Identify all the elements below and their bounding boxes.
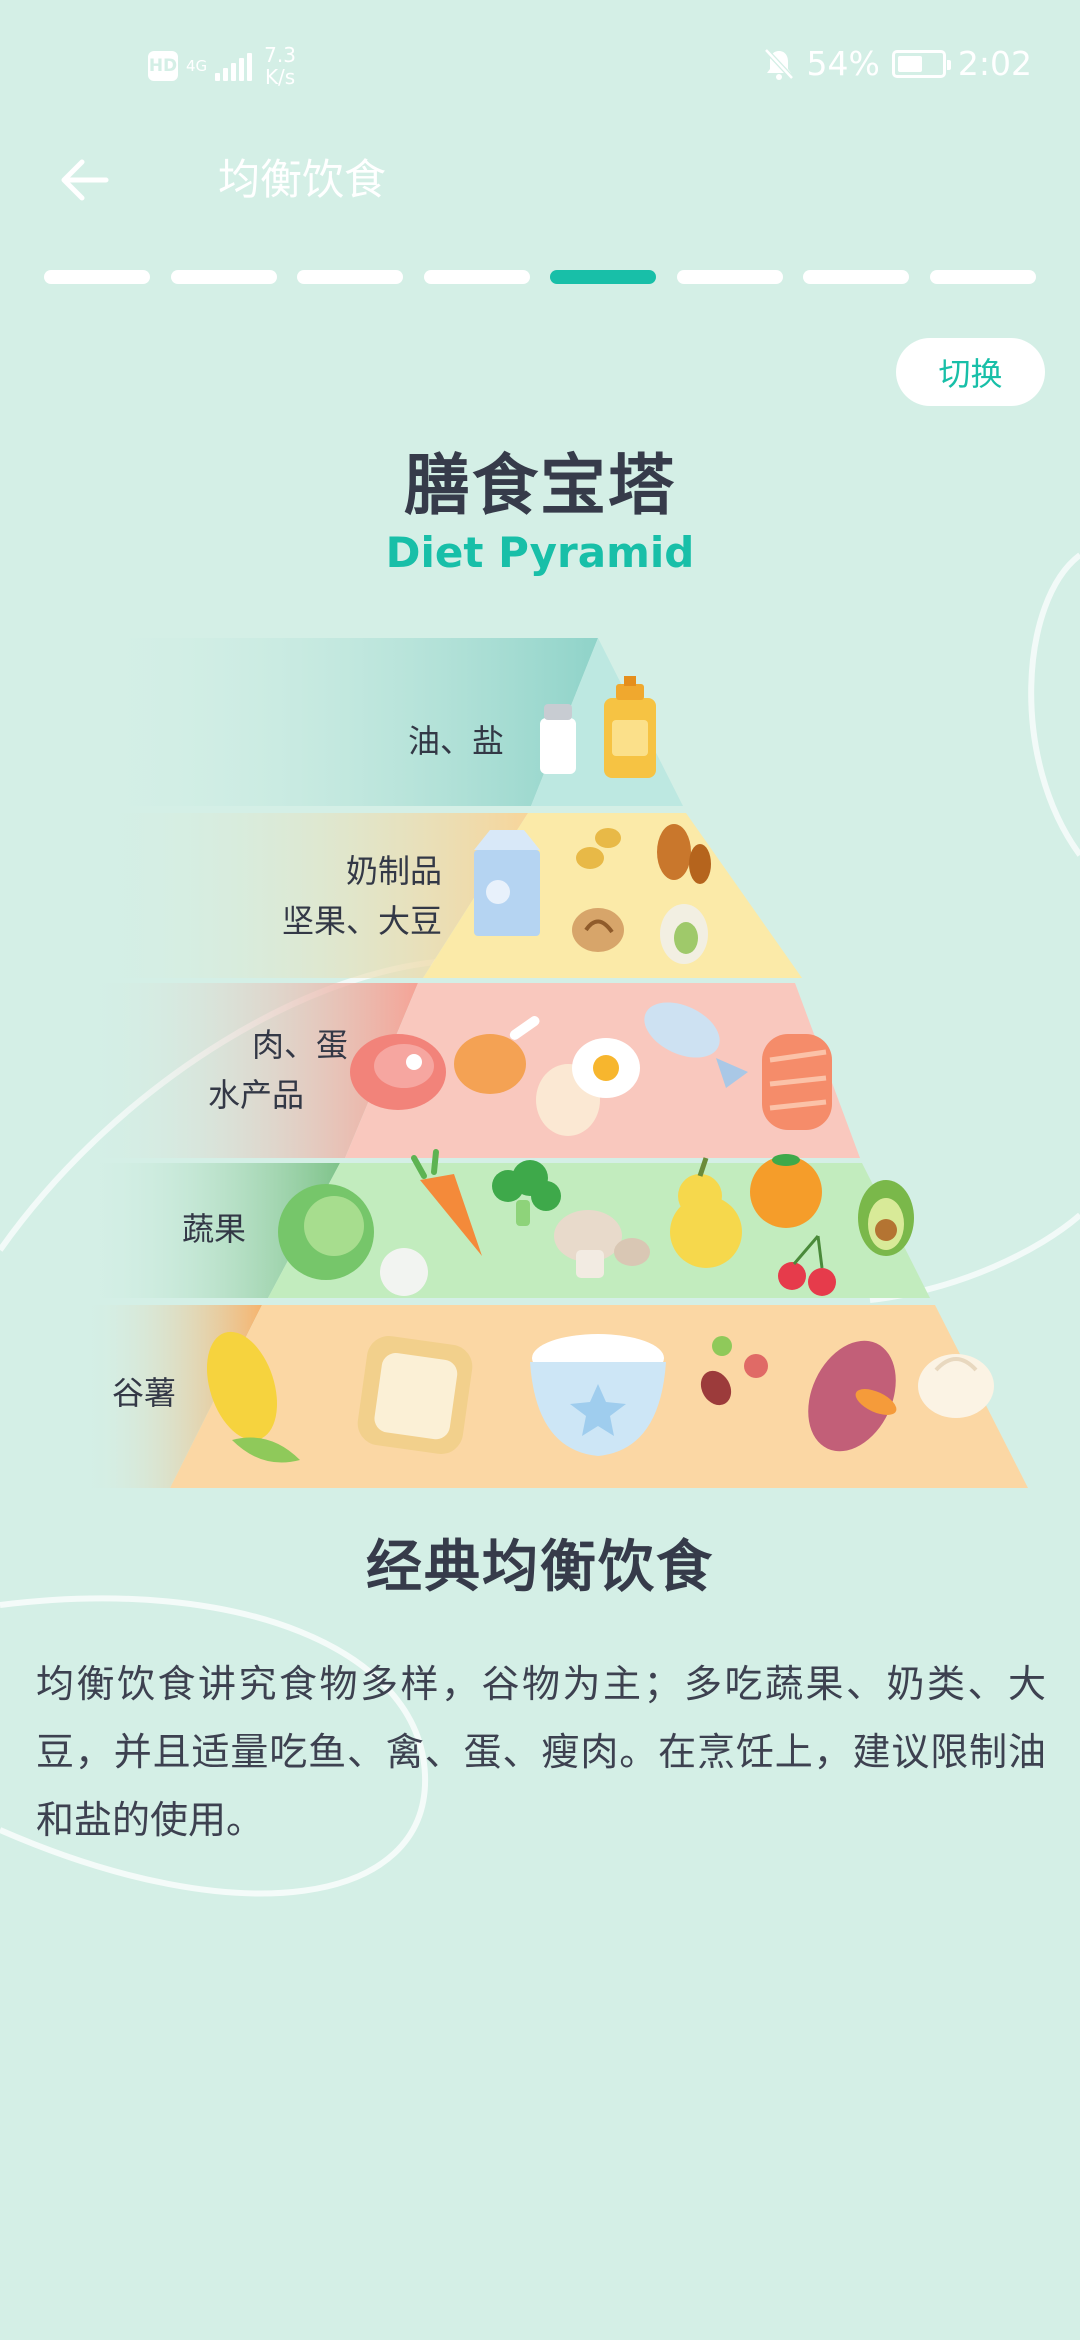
tier-label-grains-tubers: 谷薯 — [111, 1374, 176, 1412]
salmon-icon — [762, 1034, 832, 1130]
bread-icon — [357, 1336, 473, 1454]
cabbage-icon — [278, 1184, 374, 1280]
pyramid-title: 膳食宝塔 — [404, 447, 676, 524]
carrot-icon — [411, 1149, 482, 1256]
tier-label-oil-salt: 油、盐 — [407, 722, 504, 760]
rice-bowl-icon — [530, 1334, 666, 1456]
battery-percent: 54% — [806, 44, 880, 83]
network-type: 4G — [186, 57, 208, 75]
pyramid-subtitle: Diet Pyramid — [385, 528, 695, 577]
progress-step — [297, 270, 404, 284]
mushroom-icon — [554, 1210, 650, 1278]
diet-pyramid — [80, 638, 1028, 1488]
progress-step — [44, 270, 150, 284]
pear-icon — [670, 1157, 742, 1268]
progress-step — [676, 270, 783, 284]
page-title: 均衡饮食 — [218, 155, 387, 204]
cherry-icon — [778, 1235, 836, 1296]
hd-icon: HD — [148, 51, 178, 81]
pyramid-tier-dairy-nuts — [80, 813, 802, 978]
status-right: 54% 2:02 — [763, 44, 1032, 83]
broccoli-icon — [492, 1160, 561, 1226]
oil-bottle-icon — [604, 676, 656, 778]
clock: 2:02 — [957, 44, 1032, 83]
network-speed: 7.3 K/s — [264, 43, 296, 89]
orange-icon — [750, 1154, 822, 1228]
signal-icon — [215, 51, 253, 81]
switch-button[interactable]: 切换 — [896, 338, 1045, 406]
step-progress — [44, 270, 1036, 284]
salt-shaker-icon — [540, 704, 576, 774]
mute-bell-icon — [763, 47, 794, 80]
status-bar: HD 4G 7.3 K/s 54% 2:02 — [0, 0, 1080, 135]
almond-icon — [657, 824, 711, 884]
pyramid-tier-oil-salt — [80, 638, 683, 806]
pyramid-tier-meat-egg-seafood — [80, 983, 860, 1158]
section-title: 经典均衡饮食 — [366, 1535, 714, 1600]
status-left: HD 4G 7.3 K/s — [148, 44, 296, 88]
progress-step — [803, 270, 910, 284]
battery-icon — [891, 49, 951, 78]
chicken-leg-icon — [454, 1016, 540, 1094]
soybean-icon — [576, 828, 621, 869]
corn-icon — [206, 1331, 300, 1463]
egg-icon — [536, 1038, 640, 1136]
tier-label-dairy-nuts: 奶制品 坚果、大豆 — [281, 852, 442, 940]
pyramid-tier-vegetables-fruits — [80, 1149, 930, 1298]
radish-icon — [380, 1248, 428, 1296]
milk-carton-icon — [474, 830, 540, 936]
steak-icon — [350, 1034, 446, 1110]
section-description: 均衡饮食讲究食物多样，谷物为主；多吃蔬果、奶类、大豆，并且适量吃鱼、禽、蛋、瘦肉… — [36, 1662, 1046, 1842]
back-arrow-icon[interactable] — [56, 152, 112, 208]
progress-step — [170, 270, 277, 284]
progress-step-active — [550, 270, 657, 284]
progress-step — [423, 270, 530, 284]
tier-label-meat-egg-seafood: 肉、蛋 水产品 — [207, 1026, 348, 1114]
beans-icon — [700, 1336, 768, 1406]
fish-icon — [644, 1002, 748, 1088]
pyramid-tier-grains-tubers — [80, 1305, 1028, 1488]
walnut-icon — [572, 908, 624, 952]
pistachio-icon — [660, 904, 708, 964]
tier-label-vegetables-fruits: 蔬果 — [181, 1210, 246, 1248]
avocado-icon — [858, 1180, 914, 1256]
sweet-potato-icon — [808, 1340, 897, 1452]
steamed-bun-icon — [918, 1354, 994, 1418]
progress-step — [929, 270, 1036, 284]
